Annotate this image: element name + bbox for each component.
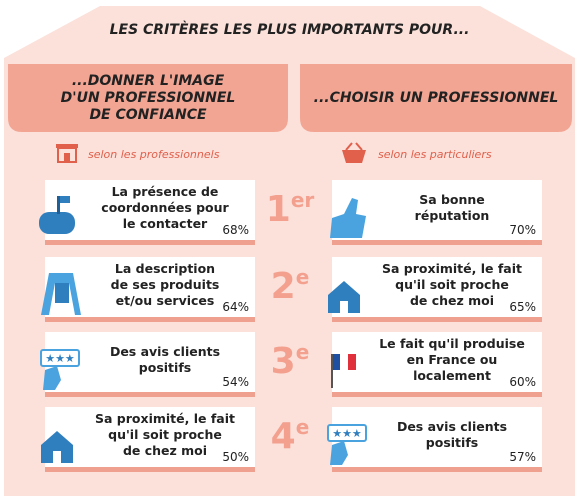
card-line: positifs [138,360,192,375]
percent: 54% [222,375,249,389]
card-text: Sa proximité, le fait qu'il soit proche de… [85,411,245,459]
card-text: Des avis clients positifs [85,344,245,376]
card-line: La présence de [111,184,219,199]
card: Sa bonne réputation 70% [332,180,542,245]
card-line: réputation [414,208,490,223]
card-line: en France ou [406,352,498,367]
title-line: D'UN PROFESSIONNEL [60,90,236,106]
card-text: Sa proximité, le fait qu'il soit proche de… [372,261,532,309]
shop-icon [56,144,78,163]
card-line: Sa proximité, le fait [382,261,522,276]
rank-suffix: e [295,340,310,364]
rank: 4e [260,415,320,457]
card-line: coordonnées pour [101,200,229,215]
rank-number: 1 [265,189,291,230]
rank: 2e [260,265,320,307]
title-line: ...DONNER L'IMAGE [71,73,225,89]
icon [328,281,360,313]
percent: 60% [509,375,536,389]
rank: 1er [260,188,320,230]
card-text: Le fait qu'il produise en France ou locale… [372,336,532,384]
card-line: Des avis clients [396,419,508,434]
card-line: La description [114,261,216,276]
rank-suffix: e [295,415,310,439]
title-line: DE CONFIANCE [89,107,207,123]
right-column-title: ...CHOISIR UN PROFESSIONNEL [300,90,572,107]
right-tab [300,64,572,132]
icon [330,198,366,238]
card-line: qu'il soit proche [108,427,222,442]
percent: 57% [509,450,536,464]
percent: 50% [222,450,249,464]
card-line: localement [413,368,491,383]
card-line: de chez moi [122,443,208,458]
card: Le fait qu'il produise en France ou locale… [332,332,542,397]
card-line: Le fait qu'il produise [379,336,525,351]
card-line: qu'il soit proche [395,277,509,292]
roof [4,6,575,58]
percent: 65% [509,300,536,314]
card: Sa proximité, le fait qu'il soit proche de… [45,407,255,472]
svg-text:★★★: ★★★ [332,427,362,440]
card-text: Des avis clients positifs [372,419,532,451]
card-line: Sa proximité, le fait [95,411,235,426]
left-subtitle: selon les professionnels [88,148,220,161]
icon [39,196,75,234]
icon: ★★★ [40,349,80,390]
title-line: ...CHOISIR UN PROFESSIONNEL [313,90,559,106]
rank-number: 2 [270,266,296,307]
card-line: de ses produits [110,277,220,292]
svg-text:★★★: ★★★ [45,352,75,365]
card-text: Sa bonne réputation [372,192,532,224]
card: Des avis clients positifs 57% [332,407,542,472]
rank-number: 3 [270,341,296,382]
left-column-title: ...DONNER L'IMAGE D'UN PROFESSIONNEL DE … [8,73,288,124]
icon [41,431,73,463]
icon [331,354,356,388]
percent: 70% [509,223,536,237]
card-line: le contacter [122,216,208,231]
card: Sa proximité, le fait qu'il soit proche de… [332,257,542,322]
card: La description de ses produits et/ou servi… [45,257,255,322]
percent: 68% [222,223,249,237]
card-line: de chez moi [409,293,495,308]
left-tab [8,64,288,132]
rank-suffix: e [295,265,310,289]
card-text: La présence de coordonnées pour le contact… [85,184,245,232]
right-subtitle: selon les particuliers [378,148,492,161]
percent: 64% [222,300,249,314]
rank-number: 4 [270,416,296,457]
card-text: La description de ses produits et/ou servi… [85,261,245,309]
rank: 3e [260,340,320,382]
icon [41,273,81,315]
card-line: positifs [425,435,479,450]
card-line: et/ou services [115,293,215,308]
card-line: Des avis clients [109,344,221,359]
rank-suffix: er [290,188,315,212]
header-title: LES CRITÈRES LES PLUS IMPORTANTS POUR... [109,22,470,38]
card: Des avis clients positifs 54% [45,332,255,397]
card: La présence de coordonnées pour le contact… [45,180,255,245]
basket-icon [342,142,366,163]
card-line: Sa bonne [419,192,485,207]
icon: ★★★ [327,424,367,465]
